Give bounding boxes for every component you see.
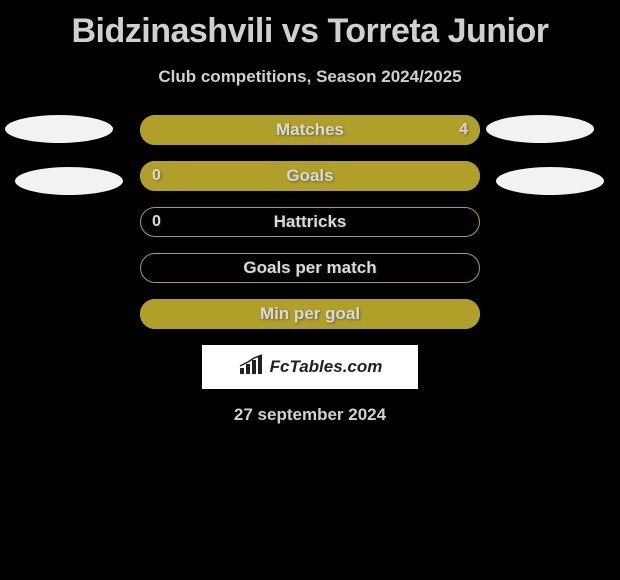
stat-label: Goals per match [140, 253, 480, 283]
chart-icon [238, 354, 266, 381]
stat-value-right: 4 [459, 115, 468, 145]
date-label: 27 september 2024 [0, 405, 620, 425]
stat-value-left: 0 [152, 161, 161, 191]
stat-row: Goals per match [140, 253, 480, 283]
player-marker [5, 115, 113, 143]
stat-row: Matches4 [140, 115, 480, 145]
stat-row: Hattricks0 [140, 207, 480, 237]
player-marker [486, 115, 594, 143]
stat-row: Min per goal [140, 299, 480, 329]
stat-label: Matches [140, 115, 480, 145]
player-marker [15, 167, 123, 195]
page-title: Bidzinashvili vs Torreta Junior [0, 0, 620, 51]
stat-label: Goals [140, 161, 480, 191]
stat-label: Min per goal [140, 299, 480, 329]
logo-text: FcTables.com [270, 357, 383, 377]
stat-row: Goals0 [140, 161, 480, 191]
stat-label: Hattricks [140, 207, 480, 237]
subtitle: Club competitions, Season 2024/2025 [0, 67, 620, 87]
player-marker [496, 167, 604, 195]
comparison-panel: Matches4Goals0Hattricks0Goals per matchM… [0, 115, 620, 329]
logo-box: FcTables.com [202, 345, 418, 389]
stat-value-left: 0 [152, 207, 161, 237]
